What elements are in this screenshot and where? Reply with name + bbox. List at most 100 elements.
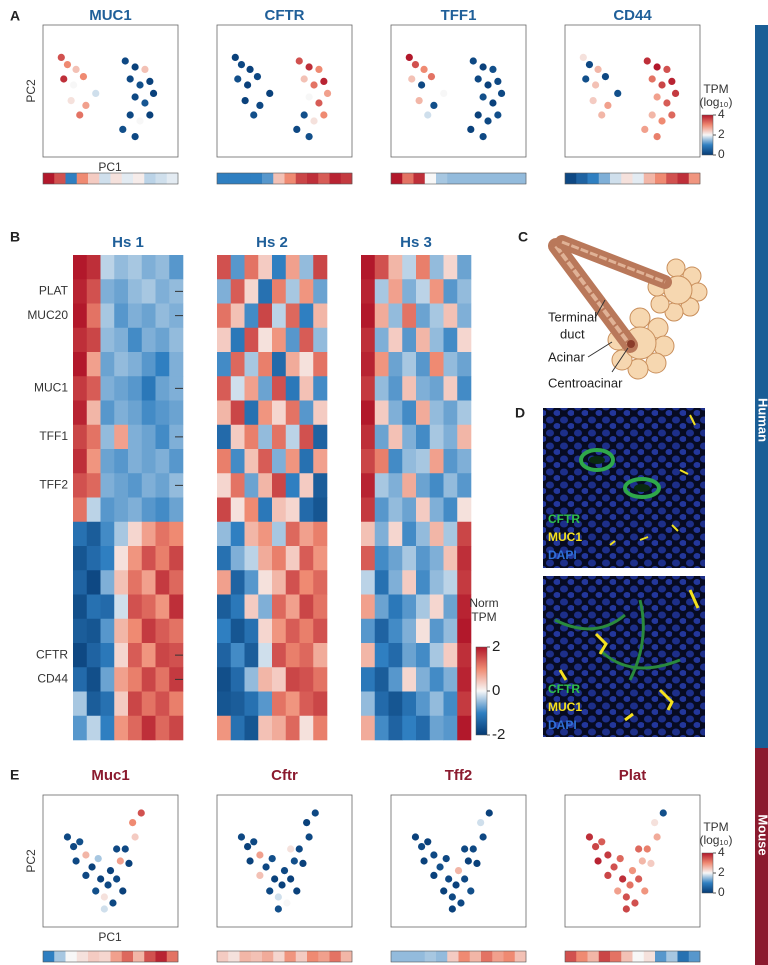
heatmap-cell — [444, 352, 458, 377]
scatter-point — [136, 81, 143, 88]
heatmap-cell — [142, 304, 156, 329]
heatmap-cell — [444, 376, 458, 401]
heatmap-cell — [114, 570, 128, 595]
heatmap-cell — [245, 570, 259, 595]
expression-strip-cell — [88, 951, 100, 962]
heatmap-cell — [73, 498, 87, 523]
scatter-point — [132, 63, 139, 70]
heatmap-cell — [272, 352, 286, 377]
scatter-point — [475, 111, 482, 118]
scatter-point — [623, 905, 630, 912]
panel-label: A — [10, 8, 20, 24]
scatter-point — [95, 855, 102, 862]
scatter-point — [82, 851, 89, 858]
heatmap-cell — [156, 376, 170, 401]
expression-strip-cell — [588, 173, 600, 184]
heatmap-cell — [87, 570, 101, 595]
scatter-point — [592, 843, 599, 850]
heatmap-cell — [457, 570, 471, 595]
heatmap-cell — [258, 498, 272, 523]
plot-frame — [43, 795, 178, 927]
heatmap-cell — [114, 619, 128, 644]
heatmap-cell — [444, 522, 458, 547]
scatter-point — [301, 111, 308, 118]
heatmap-cell — [416, 716, 430, 741]
expression-strip-cell — [402, 173, 414, 184]
heatmap-cell — [313, 304, 327, 329]
scatter-point — [234, 75, 241, 82]
scatter-point — [663, 99, 670, 106]
scatter-point — [127, 111, 134, 118]
heatmap-cell — [430, 304, 444, 329]
expression-strip-cell — [666, 173, 678, 184]
heatmap-cell — [114, 498, 128, 523]
expression-strip-cell — [285, 951, 297, 962]
colorbar-tick-label: 2 — [718, 865, 725, 879]
heatmap-cell — [142, 328, 156, 353]
colorbar — [702, 115, 713, 155]
expression-strip-cell — [133, 173, 145, 184]
heatmap-cell — [361, 570, 375, 595]
heatmap-cell — [142, 667, 156, 692]
scatter-point — [489, 66, 496, 73]
heatmap-cell — [245, 328, 259, 353]
heatmap-cell — [286, 328, 300, 353]
heatmap-cell — [87, 425, 101, 450]
heatmap-cell — [361, 449, 375, 474]
scatter-point — [649, 111, 656, 118]
heatmap-cell — [430, 619, 444, 644]
colorbar-tick-label: 0 — [718, 147, 725, 161]
heatmap-cell — [101, 328, 115, 353]
panel-label: E — [10, 767, 19, 783]
side-bar-mouse — [755, 748, 768, 965]
expression-strip-cell — [436, 951, 448, 962]
heatmap-cell — [245, 716, 259, 741]
scatter-point — [641, 887, 648, 894]
heatmap-cell — [389, 352, 403, 377]
heatmap-cell — [272, 328, 286, 353]
expression-strip-cell — [425, 951, 437, 962]
scatter-point — [80, 73, 87, 80]
diagram-label: Centroacinar — [548, 375, 623, 390]
expression-strip-cell — [156, 173, 168, 184]
scatter-point — [64, 61, 71, 68]
heatmap-title: Hs 3 — [400, 234, 432, 251]
scatter-point — [418, 843, 425, 850]
scatter-point — [70, 843, 77, 850]
heatmap-cell — [402, 643, 416, 668]
heatmap-cell — [128, 546, 142, 571]
heatmap-cell — [361, 498, 375, 523]
expression-strip-cell — [504, 951, 516, 962]
heatmap-cell — [286, 522, 300, 547]
heatmap-cell — [300, 667, 314, 692]
scatter-point — [449, 893, 456, 900]
heatmap-cell — [444, 643, 458, 668]
heatmap-cell — [457, 667, 471, 692]
heatmap-cell — [313, 449, 327, 474]
colorbar-tick-label: 2 — [718, 127, 725, 141]
expression-strip-cell — [621, 951, 633, 962]
scatter-point — [641, 126, 648, 133]
scatter-point — [303, 819, 310, 826]
heatmap-cell — [313, 498, 327, 523]
heatmap-cell — [217, 304, 231, 329]
heatmap-cell — [169, 522, 183, 547]
heatmap-cell — [313, 667, 327, 692]
heatmap-cell — [217, 692, 231, 717]
heatmap-cell — [258, 643, 272, 668]
plot-title: TFF1 — [441, 7, 477, 24]
heatmap-cell — [128, 352, 142, 377]
heatmap-cell — [300, 643, 314, 668]
heatmap-cell — [444, 619, 458, 644]
heatmap-cell — [444, 667, 458, 692]
scatter-point — [122, 57, 129, 64]
heatmap-cell — [361, 279, 375, 304]
heatmap-cell — [361, 376, 375, 401]
expression-strip-cell — [402, 951, 414, 962]
heatmap-cell — [444, 546, 458, 571]
heatmap-cell — [416, 546, 430, 571]
heatmap-cell — [286, 595, 300, 620]
scatter-point — [457, 899, 464, 906]
heatmap-cell — [128, 449, 142, 474]
expression-strip-cell — [391, 951, 403, 962]
